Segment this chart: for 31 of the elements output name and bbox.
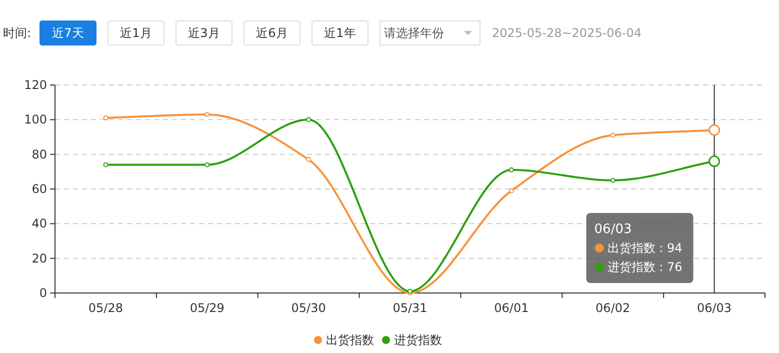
annotation: 06/03: [594, 222, 632, 237]
point: [508, 167, 514, 172]
y-tick-label: 120: [24, 78, 47, 92]
annotation: 进货指数 : 76: [607, 260, 682, 274]
legend-label: 出货指数: [326, 333, 374, 347]
tooltip: 06/03 出货指数 : 94 进货指数 : 76: [586, 213, 694, 283]
y-tick-label: 80: [32, 147, 47, 162]
point: [103, 162, 108, 168]
y-tick-label: 100: [24, 112, 47, 127]
point: [204, 112, 210, 117]
x-tick-label: 05/30: [291, 301, 326, 315]
annotation: 出货指数 : 94: [607, 241, 682, 255]
x-tick-label: 05/29: [190, 301, 224, 315]
point: [103, 115, 108, 120]
x-tick-label: 05/31: [392, 301, 428, 315]
x-tick-label: 06/03: [696, 301, 732, 315]
y-tick-label: 20: [32, 251, 47, 266]
y-tick-label: 0: [39, 286, 47, 300]
x-tick-label: 06/02: [596, 301, 630, 315]
y-tick-label: 60: [32, 182, 47, 196]
point: [204, 162, 210, 168]
y-tick-label: 40: [32, 216, 47, 231]
point: [306, 117, 312, 122]
x-tick-label: 05/28: [88, 301, 124, 315]
x-tick-label: 06/01: [494, 301, 529, 315]
point: [508, 188, 514, 194]
point: [306, 157, 312, 162]
point: [610, 132, 616, 138]
legend-label: 进货指数: [394, 333, 442, 347]
controls: 时间: 近7天 近1月 近3月 近6月 近1年 请选择年份 2025-05-28~2025-06-04: [3, 20, 642, 46]
point: [610, 178, 616, 183]
